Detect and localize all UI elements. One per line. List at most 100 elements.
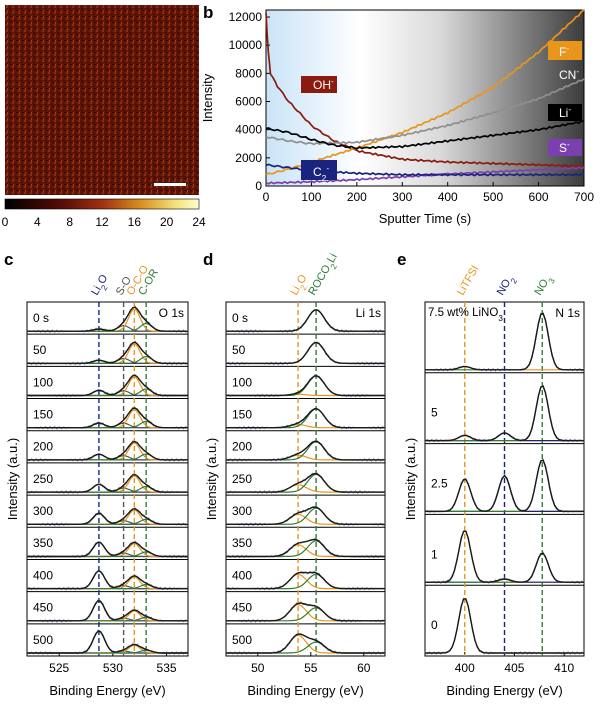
row-label: 450: [33, 601, 53, 615]
spectrum-fit-envelope: [226, 440, 385, 461]
row-label: 150: [232, 407, 252, 421]
x-tick-label: 600: [529, 190, 549, 204]
colorbar-tick-label: 16: [128, 215, 142, 229]
row-label: 250: [33, 472, 53, 486]
spectrum-fit-envelope: [27, 599, 188, 622]
row-label: 150: [33, 407, 53, 421]
spectrum-component: [27, 453, 188, 461]
panel-e: e 400 405 410 Binding Energy (eV) Intensity …: [397, 250, 585, 698]
spectrum-fit-envelope: [425, 312, 584, 371]
series-line-s: [265, 166, 585, 185]
series-tag-label: CN-: [559, 66, 579, 82]
row-label: 350: [232, 536, 252, 550]
spectrum-fit-envelope: [27, 630, 188, 654]
row-label: 300: [232, 504, 252, 518]
series-line-li: [265, 120, 585, 150]
row-label: 450: [232, 601, 252, 615]
row-label: 500: [232, 633, 252, 647]
row-label: 50: [232, 343, 246, 357]
series-tag-label: C2-: [313, 163, 329, 183]
panel-label-d: d: [203, 250, 213, 269]
row-label: 100: [33, 375, 53, 389]
spectrum-fit-envelope: [27, 341, 188, 365]
series-line-f: [265, 9, 585, 176]
row-label: 5: [431, 406, 438, 420]
x-tick-label: 500: [483, 190, 503, 204]
x-tick-label: 410: [554, 661, 574, 675]
spectrum-fit-envelope: [27, 570, 188, 590]
panel-c-chart: 525 530 535 Binding Energy (eV) Intensity (a…: [5, 263, 189, 698]
peak-label: Li2O: [89, 272, 114, 299]
panel-a: 0 4 8 12 16 20 24: [2, 5, 206, 229]
panel-b: b 0 100 200 300 400 500 600 700 0 2000 4000 6000 800…: [200, 3, 594, 226]
x-tick-label: 525: [49, 661, 69, 675]
x-tick-label: 400: [438, 190, 458, 204]
peak-label: LiTFSI: [455, 263, 482, 297]
row-label: 200: [232, 440, 252, 454]
x-tick-label: 100: [301, 190, 321, 204]
panel-b-background: [266, 10, 584, 186]
colorbar-tick-label: 20: [160, 215, 174, 229]
series-tag-c: [301, 160, 337, 180]
spectrum-fit-envelope: [27, 541, 188, 558]
colorbar-tick-label: 24: [192, 215, 206, 229]
spectrum-fit-envelope: [27, 473, 188, 493]
spectrum-fit-envelope: [226, 407, 385, 429]
top-row-label: 7.5 wt% LiNO3: [428, 307, 503, 323]
colorbar-tick-label: 4: [34, 215, 41, 229]
y-tick-label: 10000: [229, 38, 263, 52]
colorbar: [4, 198, 200, 210]
panel-label-c: c: [4, 250, 13, 269]
spectrum-component: [27, 343, 188, 364]
region-label: Li 1s: [356, 306, 381, 320]
x-tick-label: 535: [157, 661, 177, 675]
series-tag-label: Li-: [559, 104, 571, 120]
x-axis-title: Binding Energy (eV): [49, 683, 165, 698]
x-tick-label: 300: [392, 190, 412, 204]
panel-d-chart: 50 55 60 Binding Energy (eV) Intensity (a.u.…: [204, 252, 386, 698]
row-label: 0 s: [232, 311, 248, 325]
region-label: O 1s: [159, 306, 184, 320]
series-tag-s: [548, 139, 582, 156]
series-tag-oh: [301, 76, 337, 93]
row-label: 400: [232, 568, 252, 582]
region-label: N 1s: [555, 306, 580, 320]
row-label: 400: [33, 568, 53, 582]
series-tag-label: S-: [559, 139, 570, 155]
spectrum-fit-envelope: [27, 440, 188, 461]
peak-label: NO2: [495, 273, 519, 299]
y-axis-title: Intensity (a.u.): [5, 438, 20, 520]
x-axis-title: Binding Energy (eV): [247, 683, 363, 698]
spectrum-fit-envelope: [226, 472, 385, 493]
x-axis-title: Binding Energy (eV): [446, 683, 562, 698]
panel-e-chart: 400 405 410 Binding Energy (eV) Intensity (a…: [403, 263, 585, 698]
y-tick-label: 2000: [235, 151, 262, 165]
row-label: 0: [431, 618, 438, 632]
row-label: 1: [431, 547, 438, 561]
panel-b-chart: 0 100 200 300 400 500 600 700 0 2000 4000 6000 8000 1…: [200, 9, 594, 226]
x-tick-label: 700: [574, 190, 594, 204]
panel-c: c 525 530 535 Binding Energy (eV) Intensity …: [4, 250, 189, 698]
depth-map-image: [5, 5, 199, 195]
row-label: 500: [33, 633, 53, 647]
panel-d: d 50 55 60 Binding Energy (eV) Intensity (a.…: [203, 250, 386, 698]
spectrum-fit-envelope: [226, 571, 385, 590]
spectrum-raw-trace: [26, 340, 189, 366]
spectrum-fit-envelope: [27, 306, 188, 332]
row-label: 300: [33, 504, 53, 518]
series-tag-li: [548, 104, 582, 121]
row-label: 2.5: [431, 476, 448, 490]
series-line-oh: [265, 12, 585, 168]
x-tick-label: 405: [504, 661, 524, 675]
row-label: 250: [232, 472, 252, 486]
x-tick-label: 530: [103, 661, 123, 675]
x-tick-label: 60: [357, 661, 371, 675]
y-tick-label: 8000: [235, 66, 262, 80]
spectrum-component: [27, 453, 188, 461]
x-tick-label: 400: [455, 661, 475, 675]
colorbar-tick-label: 0: [2, 215, 9, 229]
row-label: 50: [33, 343, 47, 357]
x-axis-title: Sputter Time (s): [379, 211, 471, 226]
row-label: 200: [33, 440, 53, 454]
spectrum-fit-envelope: [226, 375, 385, 397]
